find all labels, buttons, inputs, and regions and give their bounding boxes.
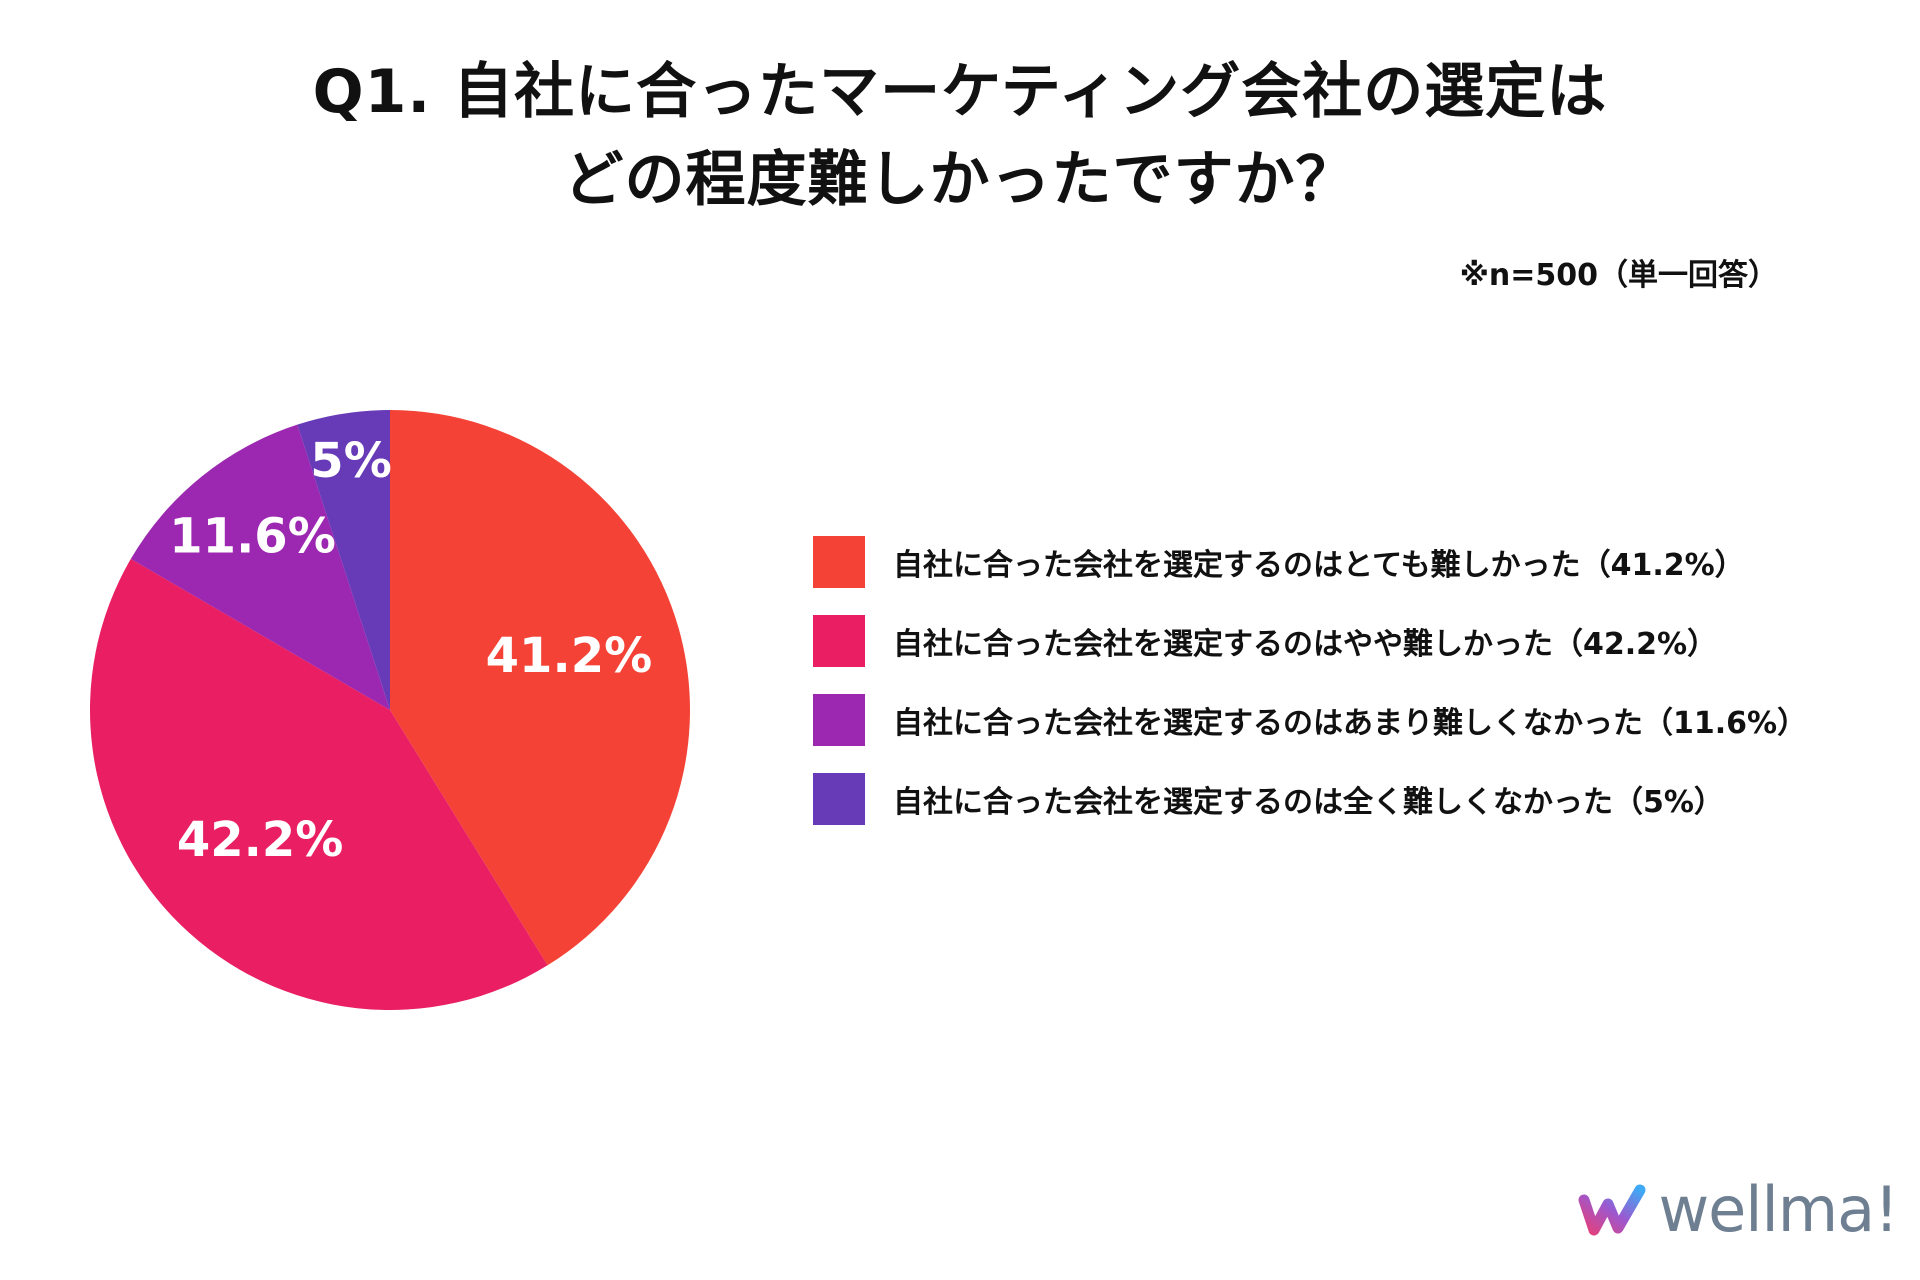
chart-title: Q1. 自社に合ったマーケティング会社の選定は どの程度難しかったですか？: [0, 48, 1920, 224]
legend-item: 自社に合った会社を選定するのはあまり難しくなかった（11.6%）: [813, 694, 1807, 746]
legend-swatch: [813, 536, 865, 588]
pie-slice: [297, 410, 390, 710]
pie-slice-label: 11.6%: [169, 509, 336, 565]
legend-label: 自社に合った会社を選定するのはやや難しかった（42.2%）: [893, 627, 1718, 662]
legend-item: 自社に合った会社を選定するのは全く難しくなかった（5%）: [813, 773, 1807, 825]
legend-swatch: [813, 615, 865, 667]
pie-slice-label: 42.2%: [177, 812, 344, 868]
pie-slice: [89, 558, 548, 1011]
wellma-logo: wellma!: [1578, 1173, 1899, 1246]
pie-slice-label: 41.2%: [486, 628, 653, 684]
legend-label: 自社に合った会社を選定するのは全く難しくなかった（5%）: [893, 785, 1724, 820]
pie-slice: [390, 410, 691, 966]
chart-legend: 自社に合った会社を選定するのはとても難しかった（41.2%） 自社に合った会社を…: [813, 536, 1807, 852]
sample-size-note: ※n=500（単一回答）: [1459, 258, 1778, 293]
legend-swatch: [813, 694, 865, 746]
legend-label: 自社に合った会社を選定するのはあまり難しくなかった（11.6%）: [893, 706, 1808, 741]
chart-title-line-1: Q1. 自社に合ったマーケティング会社の選定は: [312, 57, 1608, 127]
pie-slice: [130, 424, 390, 710]
legend-label: 自社に合った会社を選定するのはとても難しかった（41.2%）: [893, 548, 1745, 583]
wellma-logo-text: wellma!: [1658, 1173, 1899, 1246]
pie-chart: 41.2% 42.2% 11.6% 5%: [89, 410, 691, 1011]
legend-item: 自社に合った会社を選定するのはやや難しかった（42.2%）: [813, 615, 1807, 667]
legend-item: 自社に合った会社を選定するのはとても難しかった（41.2%）: [813, 536, 1807, 588]
pie-slice-label: 5%: [310, 433, 392, 489]
wellma-logo-icon: [1578, 1184, 1646, 1235]
legend-swatch: [813, 773, 865, 825]
chart-title-line-2: どの程度難しかったですか？: [563, 145, 1357, 215]
